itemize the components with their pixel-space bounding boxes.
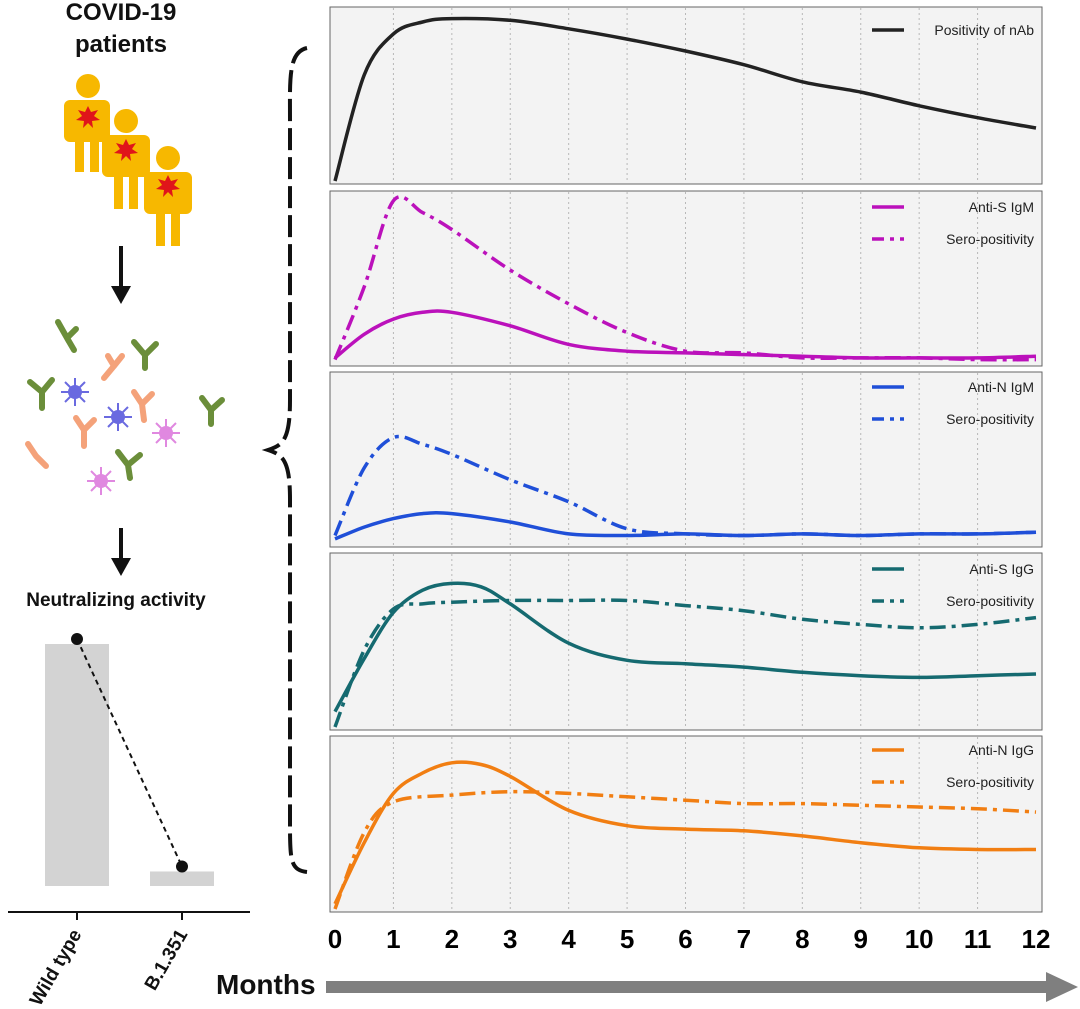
x-tick-label: 10 [905,924,934,954]
x-tick-label: 7 [737,924,751,954]
chart-panel: Anti-N IgM Sero-positivity [329,371,1043,548]
series-line [333,760,1037,905]
series-line [333,309,1037,360]
title-line-1: COVID-19 [66,0,177,26]
legend-label: Sero-positivity [946,774,1034,790]
legend-label: Positivity of nAb [934,22,1034,38]
neutralizing-bar [45,644,109,886]
series-line [333,434,1037,538]
chart-panel: Anti-S IgG Sero-positivity [329,552,1043,731]
person-icon [64,74,110,172]
legend-label: Anti-N IgG [969,742,1034,758]
person-icon [144,146,192,246]
chart-panel: Anti-S IgM Sero-positivity [329,190,1043,367]
legend-label: Anti-S IgM [969,199,1034,215]
antibody-icon [27,319,225,481]
antibodies-icon [25,319,225,481]
x-tick-label: 6 [678,924,692,954]
series-line [333,581,1037,713]
legend-label: Sero-positivity [946,231,1034,247]
down-arrow-icon [111,528,131,576]
x-tick-label: 5 [620,924,634,954]
legend-label: Sero-positivity [946,593,1034,609]
x-tick-label: 0 [328,924,342,954]
bar-label-b1351: B.1.351 [141,926,193,995]
neutralizing-activity-label: Neutralizing activity [26,590,206,611]
x-axis-label: Months [216,969,316,1000]
virus-icon [87,467,115,495]
neutralizing-point [176,860,188,873]
title-line-2: patients [75,31,167,58]
series-line [333,195,1037,362]
time-course-charts: Positivity of nAb Anti-S IgM Sero-positivi… [329,6,1043,913]
chart-panel: Anti-N IgG Sero-positivity [329,735,1043,913]
x-tick-label: 9 [854,924,868,954]
series-line [333,598,1037,728]
virus-icon [152,419,180,447]
x-axis-ticks: 0 1 2 3 4 5 6 7 8 9 10 11 12 [328,924,1051,954]
series-line [333,16,1037,182]
x-tick-label: 12 [1022,924,1051,954]
x-tick-label: 2 [445,924,459,954]
right-arrow-icon [326,972,1078,1002]
x-tick-label: 11 [964,924,992,954]
down-arrow-icon [111,246,131,304]
left-panel: COVID-19 patients [8,0,250,1009]
viruses-icon [61,378,180,495]
legend-label: Anti-S IgG [969,561,1034,577]
curly-brace [261,46,308,874]
x-tick-label: 8 [795,924,809,954]
x-tick-label: 4 [561,924,576,954]
series-line [333,789,1037,910]
neutralizing-bar [150,871,214,886]
neutralizing-trend-line [76,638,183,867]
patients-icon [64,74,192,246]
neutralizing-point [71,633,83,645]
x-tick-label: 3 [503,924,517,954]
virus-icon [61,378,89,406]
x-tick-label: 1 [386,924,400,954]
legend-label: Anti-N IgM [968,379,1034,395]
virus-icon [104,403,132,431]
chart-panel: Positivity of nAb [329,6,1043,185]
bar-label-wild-type: Wild type [26,926,86,1009]
antibody-icon [25,353,155,469]
neutralizing-bar-chart [45,633,214,886]
legend-label: Sero-positivity [946,411,1034,427]
person-icon [102,109,150,209]
